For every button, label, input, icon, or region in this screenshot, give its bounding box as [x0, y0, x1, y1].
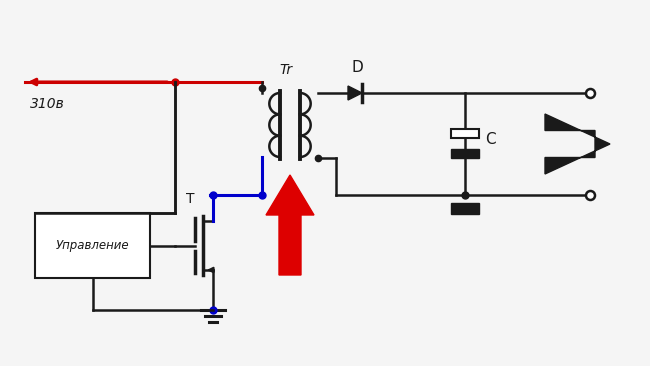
Text: D: D	[351, 60, 363, 75]
Polygon shape	[545, 114, 610, 174]
Bar	[451, 149, 479, 158]
Bar	[451, 203, 479, 214]
Text: Tr: Tr	[280, 63, 292, 77]
Bar	[35, 213, 150, 278]
Text: C: C	[485, 131, 495, 146]
Text: T: T	[186, 192, 194, 206]
Polygon shape	[266, 175, 314, 275]
Text: Управление: Управление	[56, 239, 129, 252]
Text: 310в: 310в	[30, 97, 65, 111]
Polygon shape	[348, 86, 362, 100]
Bar	[451, 129, 479, 138]
